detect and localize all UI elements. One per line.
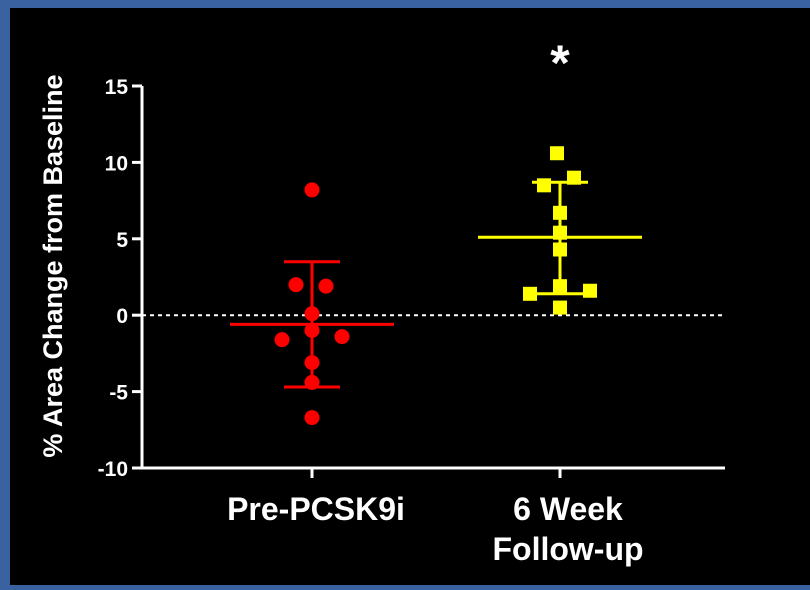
data-marks xyxy=(230,146,642,426)
y-tick-label: -10 xyxy=(98,458,128,481)
data-point xyxy=(304,374,320,390)
data-point xyxy=(553,279,567,294)
x-tick-label-line: Follow-up xyxy=(492,531,643,567)
y-tick-label: -5 xyxy=(109,382,128,405)
chart-background: % Area Change from Baseline * 15 10 5 0 -5 -1… xyxy=(10,8,810,585)
data-point xyxy=(583,283,597,298)
y-axis-label: % Area Change from Baseline xyxy=(38,74,68,457)
data-point xyxy=(567,170,581,185)
data-point xyxy=(550,146,564,161)
x-tick-label-line: 6 Week xyxy=(513,491,623,527)
y-tick-label: 0 xyxy=(116,305,128,328)
data-point xyxy=(553,300,567,315)
data-point xyxy=(304,410,320,426)
data-point xyxy=(553,225,567,240)
axes: 15 10 5 0 -5 -10 Pre-PCSK9i 6 Week Follow-up xyxy=(98,76,725,567)
x-tick-label: 6 Week Follow-up xyxy=(492,491,643,567)
y-tick-label: 5 xyxy=(116,229,128,252)
data-point xyxy=(274,332,290,348)
data-point xyxy=(523,286,537,301)
significance-marker: * xyxy=(550,35,570,91)
data-point xyxy=(537,178,551,193)
data-point xyxy=(304,182,320,198)
data-point xyxy=(304,306,320,322)
scatter-chart: % Area Change from Baseline * 15 10 5 0 -5 -1… xyxy=(38,35,725,567)
data-point xyxy=(304,355,320,371)
data-point xyxy=(318,278,334,294)
x-tick-label: Pre-PCSK9i xyxy=(227,491,405,527)
data-point xyxy=(334,329,350,345)
data-point xyxy=(553,205,567,220)
y-tick-label: 15 xyxy=(105,76,129,99)
x-tick-label-line: Pre-PCSK9i xyxy=(227,491,405,527)
data-point xyxy=(288,277,304,293)
data-point xyxy=(304,322,320,338)
y-tick-label: 10 xyxy=(105,152,128,175)
data-point xyxy=(553,242,567,257)
